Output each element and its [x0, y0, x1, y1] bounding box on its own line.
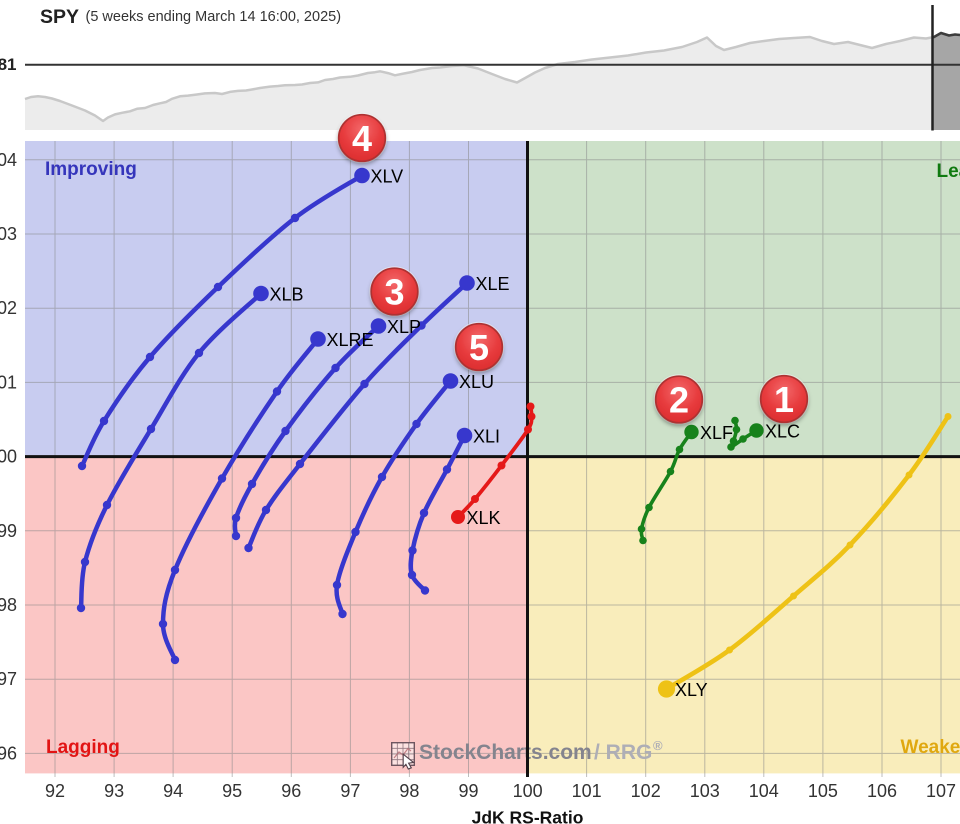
svg-text:®: ® — [653, 738, 663, 753]
svg-text:XLC: XLC — [765, 422, 800, 442]
svg-text:99: 99 — [458, 781, 478, 801]
svg-text:103: 103 — [0, 224, 17, 244]
svg-text:(5 weeks ending March 14 16:00: (5 weeks ending March 14 16:00, 2025) — [86, 9, 342, 25]
svg-text:XLV: XLV — [371, 167, 404, 187]
svg-text:XLE: XLE — [476, 274, 510, 294]
svg-text:4: 4 — [352, 118, 372, 159]
svg-text:XLY: XLY — [675, 680, 708, 700]
svg-text:Lagging: Lagging — [46, 737, 120, 758]
svg-text:XLF: XLF — [700, 423, 733, 443]
svg-text:106: 106 — [867, 781, 897, 801]
svg-text:98: 98 — [0, 595, 17, 615]
svg-text:XLK: XLK — [467, 508, 501, 528]
svg-text:Weakening: Weakening — [901, 737, 960, 758]
svg-text:93: 93 — [104, 781, 124, 801]
svg-text:96: 96 — [0, 743, 17, 763]
svg-text:101: 101 — [572, 781, 602, 801]
svg-text:101: 101 — [0, 372, 17, 392]
svg-text:102: 102 — [631, 781, 661, 801]
svg-text:1: 1 — [774, 379, 794, 420]
svg-text:95: 95 — [222, 781, 242, 801]
svg-text:104: 104 — [0, 150, 17, 170]
svg-text:StockCharts.com: StockCharts.com — [419, 741, 592, 764]
svg-text:94: 94 — [163, 781, 183, 801]
svg-text:Leading: Leading — [937, 161, 960, 182]
svg-text:XLB: XLB — [270, 285, 304, 305]
svg-text:581: 581 — [0, 55, 17, 74]
svg-text:5: 5 — [469, 327, 489, 368]
svg-text:XLU: XLU — [459, 372, 494, 392]
svg-text:104: 104 — [749, 781, 779, 801]
svg-text:92: 92 — [45, 781, 65, 801]
svg-text:2: 2 — [669, 380, 689, 421]
svg-text:107: 107 — [926, 781, 956, 801]
svg-text:JdK RS-Ratio: JdK RS-Ratio — [472, 808, 584, 824]
svg-text:XLP: XLP — [387, 317, 421, 337]
svg-text:105: 105 — [808, 781, 838, 801]
svg-text:98: 98 — [399, 781, 419, 801]
svg-text:103: 103 — [690, 781, 720, 801]
svg-text:SPY: SPY — [40, 6, 79, 28]
svg-text:100: 100 — [513, 781, 543, 801]
svg-text:97: 97 — [340, 781, 360, 801]
svg-text:XLRE: XLRE — [327, 330, 374, 350]
svg-text:100: 100 — [0, 447, 17, 467]
svg-text:99: 99 — [0, 521, 17, 541]
svg-text:XLI: XLI — [473, 427, 500, 447]
svg-text:3: 3 — [384, 272, 404, 313]
svg-text:/ RRG: / RRG — [594, 741, 652, 764]
svg-text:97: 97 — [0, 669, 17, 689]
svg-text:102: 102 — [0, 298, 17, 318]
svg-text:96: 96 — [281, 781, 301, 801]
svg-text:Improving: Improving — [45, 159, 137, 180]
